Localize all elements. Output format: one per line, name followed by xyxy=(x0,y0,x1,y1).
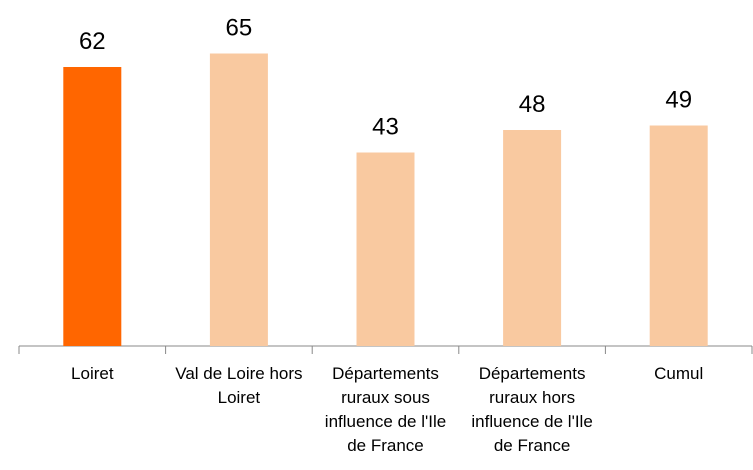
bar xyxy=(63,67,122,346)
value-label: 49 xyxy=(665,87,692,114)
bar xyxy=(356,152,415,346)
bar xyxy=(209,53,268,346)
value-label: 43 xyxy=(372,114,399,141)
value-label: 48 xyxy=(519,91,546,118)
x-tick-label: Loiret xyxy=(71,364,114,383)
x-tick-label: Départements ruraux hors influence de l'… xyxy=(471,364,593,455)
bar xyxy=(503,130,562,346)
x-tick-label: Départements ruraux sous influence de l'… xyxy=(324,364,447,455)
bar xyxy=(649,125,708,346)
x-tick-label: Val de Loire hors Loiret xyxy=(175,364,303,407)
x-tick-label: Cumul xyxy=(654,364,704,383)
value-label: 62 xyxy=(79,28,106,55)
value-label: 65 xyxy=(226,15,253,42)
